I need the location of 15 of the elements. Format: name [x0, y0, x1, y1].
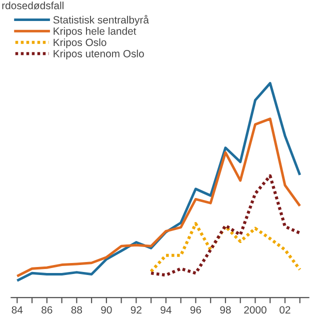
chart-title: rdosedødsfall — [2, 2, 64, 10]
x-tick-label: 84 — [12, 306, 23, 314]
legend-label: Kripos utenom Oslo — [54, 50, 144, 60]
x-tick-label: 96 — [190, 306, 202, 314]
x-tick-label: 90 — [101, 306, 112, 314]
legend-label: Kripos hele landet — [54, 27, 136, 37]
x-tick-label: 02 — [280, 306, 290, 314]
x-tick-label: 86 — [42, 306, 52, 314]
legend-label: Kripos Oslo — [54, 38, 106, 48]
x-tick-label: 88 — [71, 306, 82, 314]
x-tick-label: 92 — [130, 306, 142, 314]
x-tick-label: 98 — [220, 306, 231, 314]
legend-label: Statistisk sentralbyrå — [53, 15, 149, 26]
x-tick-label: 2000 — [244, 306, 266, 314]
x-tick-label: 94 — [160, 306, 172, 314]
